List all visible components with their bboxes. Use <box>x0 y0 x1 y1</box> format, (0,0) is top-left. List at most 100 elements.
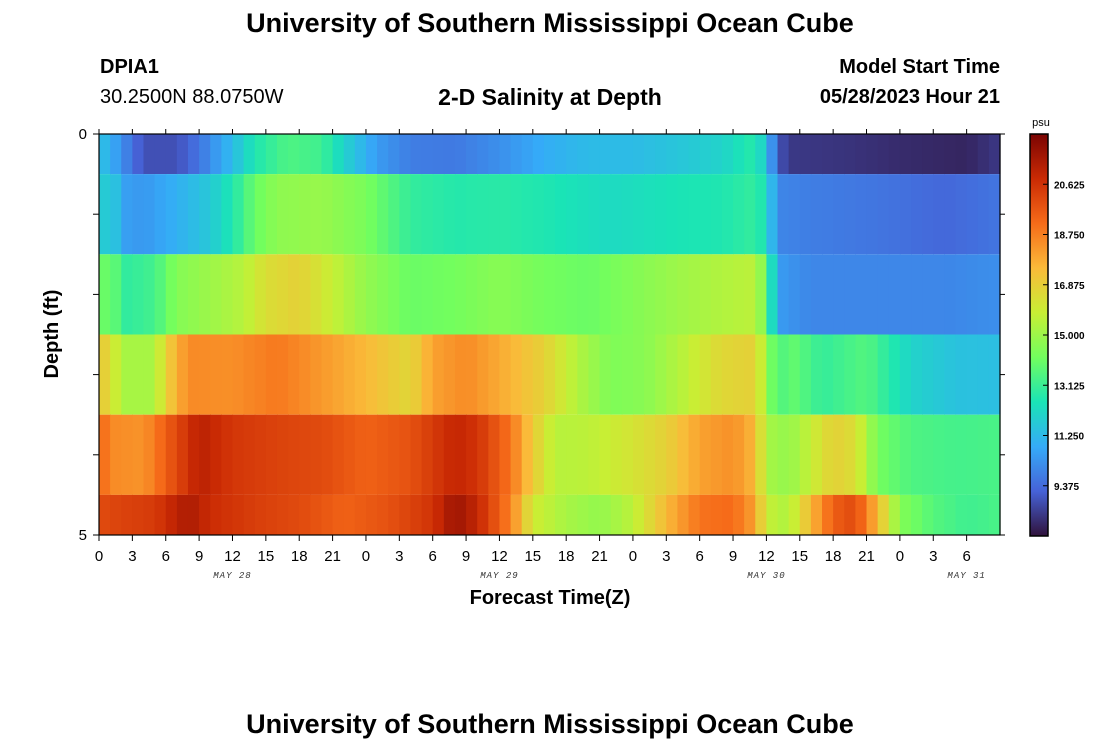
heatmap-cell <box>677 254 690 335</box>
heatmap-cell <box>877 134 890 175</box>
heatmap-cell <box>221 174 234 255</box>
heatmap-cell <box>788 414 801 495</box>
heatmap-cell <box>822 334 834 415</box>
heatmap-cell <box>566 254 578 335</box>
heatmap-cell <box>632 254 645 335</box>
heatmap-cell <box>955 494 968 535</box>
station-location: 30.2500N 88.0750W <box>100 86 284 108</box>
heatmap-cell <box>588 134 601 175</box>
heatmap-cell <box>265 174 278 255</box>
heatmap-cell <box>644 414 656 495</box>
heatmap-cell <box>265 414 278 495</box>
heatmap-cell <box>488 414 501 495</box>
heatmap-cell <box>555 334 567 415</box>
heatmap-cell <box>499 414 512 495</box>
heatmap-cell <box>966 414 979 495</box>
heatmap-cell <box>354 414 367 495</box>
heatmap-cell <box>621 174 634 255</box>
heatmap-cell <box>911 334 923 415</box>
heatmap-cell <box>710 134 723 175</box>
heatmap-cell <box>766 334 779 415</box>
heatmap-cell <box>232 134 245 175</box>
x-tick-label: 21 <box>591 548 608 565</box>
heatmap-cell <box>388 414 400 495</box>
heatmap-cell <box>877 254 890 335</box>
heatmap-cell <box>888 494 901 535</box>
heatmap-cell <box>199 494 211 535</box>
heatmap-cell <box>165 414 178 495</box>
heatmap-cell <box>165 494 178 535</box>
heatmap-cell <box>365 494 378 535</box>
x-tick-label: 21 <box>858 548 875 565</box>
x-tick-label: 3 <box>395 548 403 565</box>
heatmap-cell <box>254 134 267 175</box>
heatmap-cell <box>721 414 734 495</box>
heatmap-cell <box>655 174 667 255</box>
heatmap-cell <box>110 494 122 535</box>
heatmap-cell <box>354 254 367 335</box>
heatmap-cell <box>922 334 934 415</box>
heatmap-cell <box>399 334 412 415</box>
heatmap-cell <box>421 494 434 535</box>
heatmap-cell <box>610 254 623 335</box>
heatmap-cell <box>410 414 423 495</box>
heatmap-cell <box>766 494 779 535</box>
heatmap-cell <box>911 254 923 335</box>
heatmap-cell <box>744 254 756 335</box>
heatmap-cell <box>733 414 745 495</box>
heatmap-cell <box>799 174 812 255</box>
heatmap-cell <box>944 494 957 535</box>
heatmap-cell <box>154 174 167 255</box>
heatmap-cell <box>555 254 567 335</box>
heatmap-cell <box>243 134 256 175</box>
heatmap-cell <box>121 414 133 495</box>
heatmap-cell <box>810 134 823 175</box>
heatmap-cell <box>132 174 145 255</box>
heatmap-cell <box>777 334 790 415</box>
heatmap-cell <box>210 494 222 535</box>
heatmap-cell <box>888 174 901 255</box>
heatmap-cell <box>632 174 645 255</box>
heatmap-cell <box>377 494 389 535</box>
heatmap-cell <box>354 134 367 175</box>
heatmap-cell <box>110 134 122 175</box>
heatmap-cell <box>421 414 434 495</box>
heatmap-cell <box>510 174 523 255</box>
heatmap-cell <box>844 174 856 255</box>
heatmap-cell <box>877 174 890 255</box>
heatmap-cell <box>265 134 278 175</box>
heatmap-cell <box>877 494 890 535</box>
heatmap-cell <box>176 174 189 255</box>
heatmap-cell <box>777 254 790 335</box>
heatmap-cell <box>988 494 1001 535</box>
heatmap-cell <box>488 494 501 535</box>
heatmap-cell <box>99 494 111 535</box>
heatmap-cell <box>454 134 467 175</box>
heatmap-cell <box>99 334 111 415</box>
heatmap-cell <box>933 494 945 535</box>
heatmap-cell <box>733 134 745 175</box>
heatmap-cell <box>543 494 556 535</box>
heatmap-cell <box>677 414 690 495</box>
heatmap-cell <box>321 494 334 535</box>
heatmap-cell <box>221 254 234 335</box>
heatmap-cell <box>911 174 923 255</box>
x-tick-label: 3 <box>662 548 670 565</box>
heatmap-cell <box>822 254 834 335</box>
heatmap-cell <box>666 414 679 495</box>
heatmap-cell <box>566 134 578 175</box>
heatmap-cell <box>365 174 378 255</box>
heatmap-cell <box>677 174 690 255</box>
heatmap-cell <box>588 494 601 535</box>
heatmap-cell <box>199 414 211 495</box>
heatmap-cell <box>199 334 211 415</box>
heatmap-cell <box>733 174 745 255</box>
heatmap-cell <box>866 254 879 335</box>
heatmap-cell <box>655 334 667 415</box>
heatmap-cell <box>899 174 912 255</box>
heatmap-cell <box>332 494 345 535</box>
heatmap-cell <box>488 134 501 175</box>
heatmap-cell <box>710 174 723 255</box>
heatmap-cell <box>599 134 612 175</box>
